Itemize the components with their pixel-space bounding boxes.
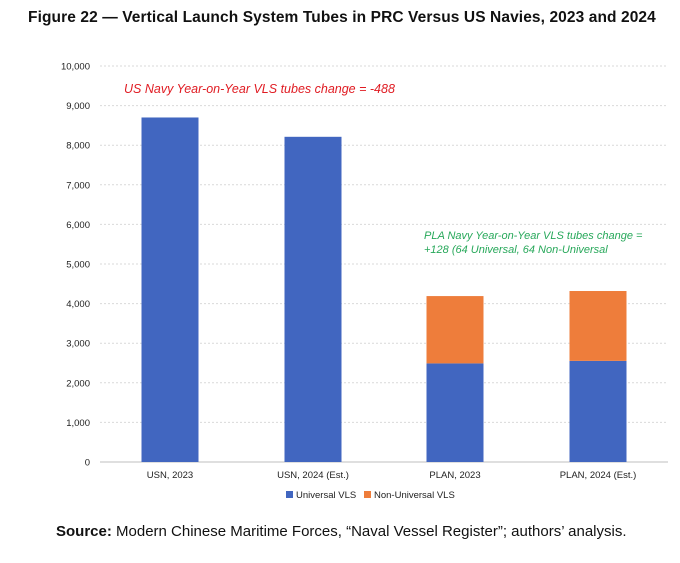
figure-title: Figure 22 — Vertical Launch System Tubes… [28,9,656,26]
x-tick-label: USN, 2023 [147,470,193,481]
legend: Universal VLS Non-Universal VLS [286,490,455,501]
y-tick-label: 2,000 [66,378,90,389]
y-tick-label: 3,000 [66,339,90,350]
bar [426,363,484,462]
source-text: Modern Chinese Maritime Forces, “Naval V… [111,523,627,540]
y-tick-label: 6,000 [66,220,90,231]
y-tick-label: 1,000 [66,418,90,429]
legend-label: Universal VLS [296,490,356,501]
annotations: US Navy Year-on-Year VLS tubes change = … [124,82,643,256]
y-axis-tick-labels: 0 1,000 2,000 3,000 4,000 5,000 6,000 7,000 8,00… [61,62,90,469]
legend-swatch [286,491,293,498]
bar [569,291,627,361]
x-tick-label: PLAN, 2024 (Est.) [560,470,637,481]
annotation-us-change: US Navy Year-on-Year VLS tubes change = … [124,82,395,96]
y-tick-label: 10,000 [61,62,90,73]
source-label: Source: [56,523,112,540]
bar [284,136,342,462]
bar [141,117,199,462]
x-tick-label: PLAN, 2023 [429,470,480,481]
source-note: Source: Modern Chinese Maritime Forces, … [56,523,627,540]
annotation-pla-change-detail: +128 (64 Universal, 64 Non-Universal [424,244,608,256]
y-tick-label: 9,000 [66,101,90,112]
x-tick-label: USN, 2024 (Est.) [277,470,349,481]
bars [141,117,627,462]
annotation-pla-change: PLA Navy Year-on-Year VLS tubes change = [424,230,643,242]
y-tick-label: 7,000 [66,180,90,191]
bar [569,360,627,462]
bar [426,296,484,364]
x-axis-tick-labels: USN, 2023 USN, 2024 (Est.) PLAN, 2023 PLAN,… [147,470,637,481]
y-tick-label: 0 [85,458,90,469]
y-tick-label: 8,000 [66,141,90,152]
vls-bar-chart: 0 1,000 2,000 3,000 4,000 5,000 6,000 7,000 8,00… [61,62,668,501]
legend-swatch [364,491,371,498]
legend-label: Non-Universal VLS [374,490,455,501]
y-tick-label: 4,000 [66,299,90,310]
y-tick-label: 5,000 [66,260,90,271]
